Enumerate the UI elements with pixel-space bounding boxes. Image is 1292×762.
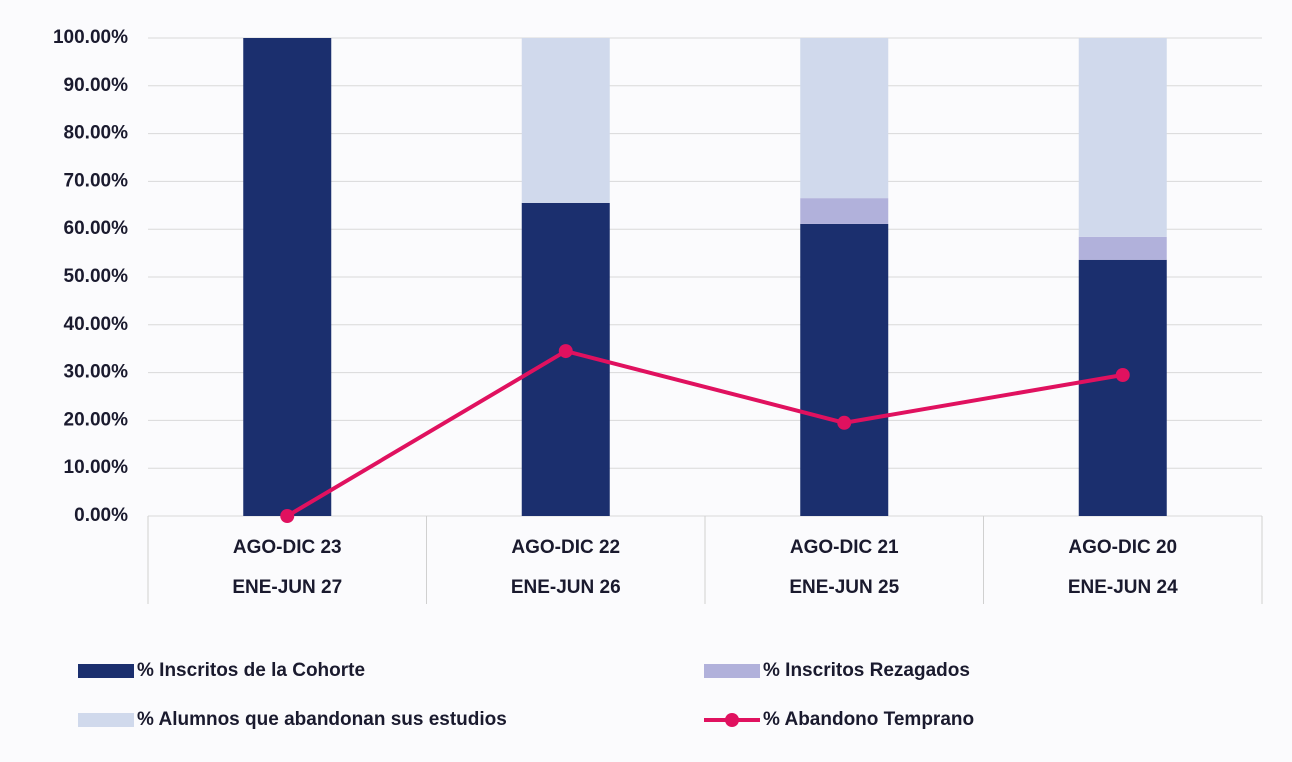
bar-segment — [800, 198, 888, 224]
x-tick-label: ENE-JUN 25 — [789, 577, 899, 598]
line-point — [837, 416, 851, 430]
legend-marker — [704, 664, 760, 678]
x-tick-label: ENE-JUN 26 — [511, 577, 621, 598]
y-tick-label: 70.00% — [64, 170, 129, 191]
legend-label: % Abandono Temprano — [763, 709, 974, 730]
legend-marker — [78, 664, 134, 678]
x-tick-label: AGO-DIC 21 — [790, 537, 899, 558]
y-tick-label: 90.00% — [64, 75, 129, 96]
x-tick-label: AGO-DIC 23 — [233, 537, 342, 558]
y-tick-label: 40.00% — [64, 314, 129, 335]
legend-label: % Inscritos de la Cohorte — [137, 660, 365, 681]
y-tick-label: 50.00% — [64, 266, 129, 287]
legend-marker — [725, 713, 739, 727]
x-tick-label: AGO-DIC 22 — [511, 537, 620, 558]
line-point — [1116, 368, 1130, 382]
y-tick-label: 100.00% — [53, 27, 128, 48]
y-tick-label: 60.00% — [64, 218, 129, 239]
legend-label: % Alumnos que abandonan sus estudios — [137, 709, 507, 730]
legend-marker — [78, 713, 134, 727]
bar-segment — [800, 224, 888, 516]
bar-segment — [243, 38, 331, 516]
y-tick-label: 0.00% — [74, 505, 128, 526]
x-tick-label: AGO-DIC 20 — [1068, 537, 1177, 558]
bar-segment — [800, 38, 888, 198]
line-point — [280, 509, 294, 523]
bar-segment — [522, 38, 610, 203]
y-tick-label: 30.00% — [64, 362, 129, 383]
x-tick-label: ENE-JUN 24 — [1068, 577, 1178, 598]
y-tick-label: 20.00% — [64, 409, 129, 430]
bar-segment — [1079, 237, 1167, 260]
chart: 0.00% 10.00% 20.00% 30.00% 40.00% 50.00% 60.00… — [0, 0, 1292, 762]
bar-segment — [1079, 38, 1167, 237]
y-tick-label: 80.00% — [64, 123, 129, 144]
y-tick-label: 10.00% — [64, 457, 129, 478]
legend-label: % Inscritos Rezagados — [763, 660, 970, 681]
line-point — [559, 344, 573, 358]
bar-segment — [1079, 260, 1167, 516]
x-tick-label: ENE-JUN 27 — [232, 577, 342, 598]
